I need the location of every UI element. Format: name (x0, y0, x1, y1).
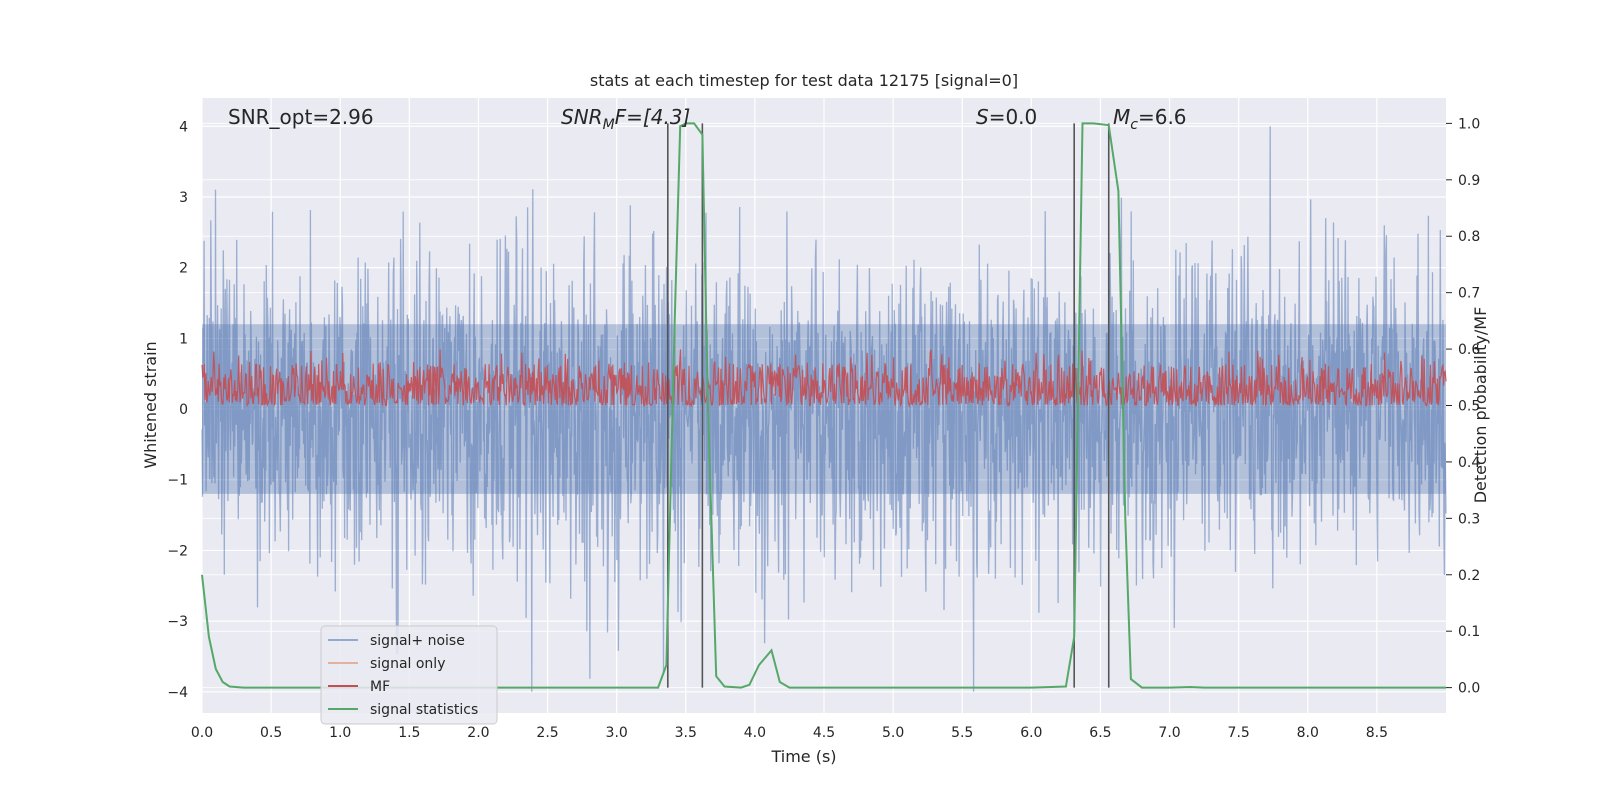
annotation-snr-opt: SNR_opt=2.96 (228, 105, 374, 129)
y-tick-label: −2 (167, 543, 188, 559)
x-tick-label: 4.5 (813, 725, 835, 741)
x-ticks: 0.0 0.5 1.0 1.5 2.0 2.5 3.0 3.5 4.0 4.5 5.0 5.5 6.0 6… (191, 725, 1388, 741)
y-right-tick-label: 0.6 (1458, 342, 1480, 358)
x-tick-label: 0.0 (191, 725, 213, 741)
chart-title: stats at each timestep for test data 121… (590, 71, 1018, 90)
y-tick-label: 2 (179, 261, 188, 277)
x-tick-label: 3.5 (675, 725, 697, 741)
annotation-mc-rest: =6.6 (1138, 105, 1187, 129)
series-signal-noise (201, 126, 1447, 692)
x-tick-label: 1.0 (329, 725, 351, 741)
signal-noise-band (202, 324, 1446, 494)
annotation-s-var: S (976, 105, 989, 129)
annotation-snr-mf-base: SNR (561, 105, 603, 129)
x-tick-label: 2.5 (536, 725, 558, 741)
annotation-snr-mf-rest-text: F=[4.3] (615, 105, 691, 129)
y-tick-label: 0 (179, 402, 188, 418)
x-tick-label: 5.5 (951, 725, 973, 741)
annotation-snr-mf: SNRMF=[4.3] (561, 105, 690, 133)
y-tick-label: −1 (167, 473, 188, 489)
x-tick-label: 6.5 (1089, 725, 1111, 741)
x-axis-label: Time (s) (770, 747, 836, 766)
x-tick-label: 1.5 (398, 725, 420, 741)
series-mf (201, 349, 1447, 408)
y-tick-label: 4 (179, 119, 188, 135)
x-tick-label: 4.0 (744, 725, 766, 741)
y-right-tick-label: 0.7 (1458, 286, 1480, 302)
y-right-tick-label: 0.8 (1458, 229, 1480, 245)
y-right-tick-label: 0.9 (1458, 173, 1480, 189)
legend-frame (320, 625, 498, 725)
x-tick-label: 7.0 (1158, 725, 1180, 741)
y-right-tick-label: 1.0 (1458, 116, 1480, 132)
annotation-mc: Mc=6.6 (1113, 105, 1187, 133)
y-ticks-right: 1.0 0.9 0.8 0.7 0.6 0.5 0.4 0.3 0.2 0.1 0.0 (1446, 116, 1480, 697)
x-tick-label: 0.5 (260, 725, 282, 741)
y-tick-label: 1 (179, 331, 188, 347)
x-tick-label: 7.5 (1228, 725, 1250, 741)
y-right-tick-label: 0.1 (1458, 624, 1480, 640)
annotation-mc-var: M (1113, 105, 1130, 129)
y-tick-label: −3 (167, 614, 188, 630)
x-tick-label: 2.0 (467, 725, 489, 741)
y-tick-label: −4 (167, 685, 188, 701)
x-tick-label: 8.0 (1297, 725, 1319, 741)
y-ticks-left: 4 3 2 1 0 −1 −2 −3 −4 (167, 119, 188, 701)
legend-label-noise: signal+ noise (370, 633, 465, 649)
mf-line (201, 349, 1447, 408)
legend: signal+ noise signal only MF signal stat… (320, 625, 498, 725)
legend-label-statistics: signal statistics (370, 702, 478, 718)
y-right-tick-label: 0.2 (1458, 568, 1480, 584)
x-tick-label: 6.0 (1020, 725, 1042, 741)
signal-noise-line (201, 126, 1447, 692)
annotation-s-rest: =0.0 (989, 105, 1038, 129)
y-axis-label-right: Detection probability/MF (1471, 307, 1490, 504)
y-tick-label: 3 (179, 190, 188, 206)
annotation-snr-mf-rest: F=[4.3] (615, 105, 691, 129)
x-tick-label: 3.0 (606, 725, 628, 741)
annotation-snr-mf-sub: M (603, 117, 615, 133)
y-right-tick-label: 0.5 (1458, 399, 1480, 415)
y-right-tick-label: 0.0 (1458, 681, 1480, 697)
y-axis-label: Whitened strain (141, 341, 160, 468)
legend-label-signal: signal only (370, 656, 445, 672)
y-right-tick-label: 0.3 (1458, 511, 1480, 527)
annotation-mc-sub: c (1130, 117, 1138, 133)
x-tick-label: 5.0 (882, 725, 904, 741)
annotation-s: S=0.0 (976, 105, 1037, 129)
legend-label-mf: MF (370, 679, 390, 695)
y-right-tick-label: 0.4 (1458, 455, 1480, 471)
x-tick-label: 8.5 (1366, 725, 1388, 741)
